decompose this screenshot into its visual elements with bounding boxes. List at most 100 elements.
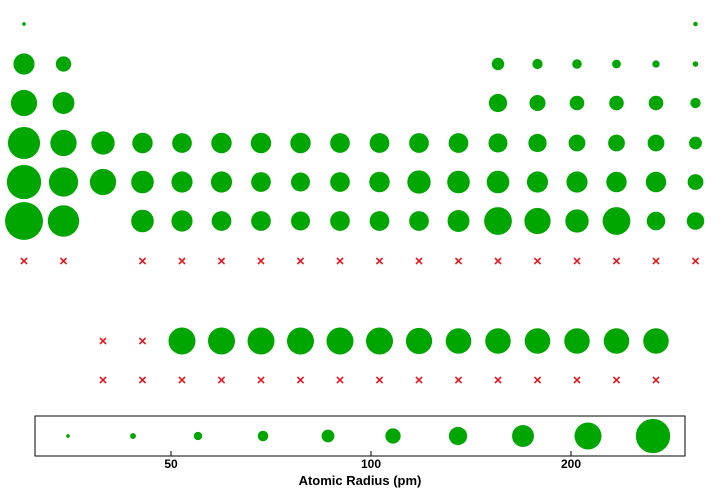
element-dot: [686, 212, 705, 230]
element-dot: [330, 133, 350, 153]
element-dot: [5, 202, 43, 240]
element-dot: [369, 211, 390, 231]
element-dot: [55, 56, 72, 72]
missing-marker: [178, 257, 186, 265]
missing-marker: [573, 376, 581, 384]
lanthanide-dot: [445, 328, 472, 354]
missing-marker: [336, 257, 344, 265]
legend-size-dot: [512, 425, 534, 447]
missing-marker: [218, 376, 225, 384]
element-dot: [488, 93, 508, 113]
missing-marker: [139, 337, 146, 345]
element-dot: [648, 95, 664, 111]
element-dot: [291, 172, 310, 192]
element-dot: [13, 53, 35, 75]
element-dot: [569, 95, 585, 111]
element-dot: [52, 92, 75, 114]
missing-marker: [494, 376, 502, 384]
element-dot: [612, 59, 621, 69]
element-dot: [608, 134, 625, 152]
element-dot: [369, 133, 390, 153]
legend-size-dot: [574, 422, 602, 450]
element-dot: [409, 133, 429, 153]
element-dot: [89, 168, 117, 196]
legend-size-dot: [257, 430, 269, 442]
element-dot: [652, 60, 660, 68]
legend-size-dot: [130, 433, 136, 439]
missing-marker: [652, 376, 660, 384]
element-dot: [369, 171, 390, 193]
element-dot: [689, 136, 702, 150]
element-dot: [409, 211, 429, 231]
element-dot: [131, 170, 154, 194]
element-dot: [10, 89, 38, 117]
missing-marker: [415, 376, 423, 384]
element-dot: [290, 132, 311, 154]
lanthanide-dot: [247, 327, 275, 355]
element-dot: [251, 172, 271, 192]
missing-marker: [376, 257, 383, 265]
element-dot: [484, 207, 512, 235]
lanthanide-dot: [326, 327, 354, 355]
size-legend-group: [66, 418, 671, 454]
element-dot: [602, 207, 631, 235]
lanthanide-dot: [603, 328, 630, 354]
missing-marker: [257, 376, 265, 384]
lanthanide-dot: [208, 327, 235, 355]
element-dot: [330, 172, 350, 192]
lanthanide-dot: [524, 328, 551, 354]
element-dot: [488, 133, 508, 153]
x-axis-label: Atomic Radius (pm): [299, 473, 422, 488]
element-dot: [22, 22, 26, 26]
legend-size-dot: [448, 426, 468, 446]
legend-frame: [34, 415, 686, 457]
element-dot: [7, 126, 41, 160]
element-dot: [171, 210, 193, 232]
legend-size-dot: [193, 431, 203, 441]
element-dot: [524, 207, 551, 235]
missing-marker: [534, 257, 541, 265]
element-dot: [528, 133, 547, 153]
element-dot: [291, 211, 310, 231]
element-dot: [565, 209, 589, 233]
element-dot: [330, 211, 350, 231]
element-dot: [647, 134, 665, 152]
legend-tick-label: 200: [561, 457, 581, 471]
element-dot: [171, 171, 193, 193]
missing-marker: [20, 257, 28, 265]
missing-marker: [257, 257, 265, 265]
missing-marker: [139, 376, 146, 384]
legend-size-dot: [66, 434, 70, 438]
element-dot: [448, 133, 469, 153]
missing-marker: [376, 376, 383, 384]
lanthanide-dot: [564, 328, 590, 354]
element-dot: [606, 171, 627, 193]
element-dot: [690, 97, 701, 109]
element-dot: [568, 134, 586, 152]
missing-marker: [573, 257, 581, 265]
missing-marker: [218, 257, 225, 265]
missing-marker: [139, 257, 146, 265]
lanthanide-dot: [485, 328, 511, 354]
legend-tick-label: 50: [164, 457, 178, 471]
missing-marker: [455, 376, 462, 384]
legend-size-dot: [385, 428, 401, 444]
missing-marker: [534, 376, 541, 384]
missing-marker: [60, 257, 67, 265]
legend-size-dot: [321, 429, 335, 443]
missing-marker: [297, 257, 304, 265]
element-dot: [50, 129, 77, 157]
missing-marker: [415, 257, 423, 265]
element-dot: [572, 59, 582, 69]
missing-marker: [613, 376, 620, 384]
element-dot: [250, 132, 272, 154]
element-dot: [48, 167, 79, 197]
element-dot: [532, 58, 543, 70]
main-table-group: [5, 21, 705, 265]
element-dot: [210, 171, 233, 193]
missing-marker: [455, 257, 462, 265]
missing-marker: [613, 257, 620, 265]
element-dot: [6, 164, 42, 200]
element-dot: [486, 170, 510, 194]
